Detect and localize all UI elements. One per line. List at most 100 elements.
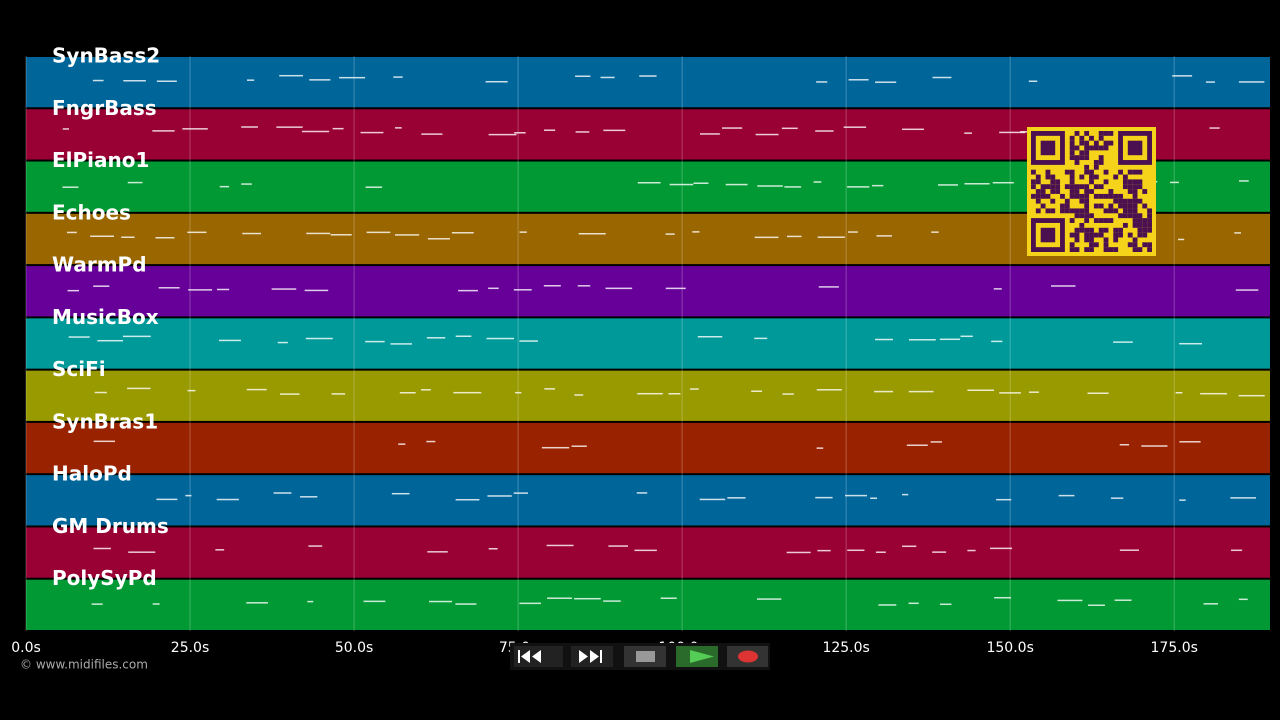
qr-cell <box>1147 208 1152 214</box>
note-decoration <box>276 126 303 128</box>
note-decoration <box>876 235 892 237</box>
qr-cell <box>1108 203 1114 209</box>
qr-cell <box>1098 135 1104 141</box>
qr-cell <box>1064 208 1070 214</box>
qr-cell <box>1108 140 1114 146</box>
track-row <box>26 370 1270 421</box>
note-decoration <box>427 238 450 240</box>
note-decoration <box>68 336 90 338</box>
qr-cell <box>1103 247 1109 252</box>
note-decoration <box>784 186 802 188</box>
qr-cell <box>1074 193 1080 199</box>
qr-cell <box>1074 208 1080 214</box>
note-decoration <box>815 496 833 499</box>
qr-cell <box>1127 179 1133 185</box>
note-decoration <box>309 79 331 81</box>
note-decoration <box>665 233 675 235</box>
note-decoration <box>307 600 314 603</box>
note-decoration <box>1058 494 1075 497</box>
note-decoration <box>519 340 538 342</box>
record-button[interactable] <box>727 646 768 667</box>
qr-cell <box>1084 213 1090 219</box>
note-decoration <box>818 286 839 288</box>
note-decoration <box>692 231 700 233</box>
qr-cell <box>1127 184 1133 190</box>
qr-cell <box>1084 164 1090 170</box>
note-decoration <box>816 81 828 83</box>
qr-cell <box>1103 237 1109 243</box>
note-decoration <box>939 338 961 341</box>
qr-cell <box>1074 155 1080 161</box>
note-decoration <box>330 234 352 236</box>
qr-cell <box>1089 237 1094 243</box>
note-decoration <box>699 133 720 135</box>
qr-cell <box>1084 247 1090 252</box>
note-decoration <box>427 551 448 553</box>
note-decoration <box>964 132 972 134</box>
track-label: Echoes <box>52 200 131 224</box>
record-icon <box>738 650 758 663</box>
qr-cell <box>1069 247 1075 252</box>
qr-cell <box>1113 193 1119 199</box>
qr-cell <box>1069 193 1075 199</box>
play-button[interactable] <box>676 646 718 667</box>
note-decoration <box>600 76 615 79</box>
note-decoration <box>574 597 601 600</box>
qr-cell <box>1122 222 1128 228</box>
note-decoration <box>816 389 842 391</box>
qr-cell <box>1093 218 1099 223</box>
note-decoration <box>1119 549 1139 551</box>
stop-button[interactable] <box>624 646 666 667</box>
note-decoration <box>693 182 709 184</box>
qr-cell <box>1142 203 1148 209</box>
note-decoration <box>990 547 1013 550</box>
qr-cell <box>1079 213 1085 219</box>
qr-cell <box>1084 193 1090 199</box>
qr-cell <box>1118 169 1123 175</box>
track-label: HaloPd <box>52 462 132 486</box>
track-label: GM Drums <box>52 514 169 538</box>
qr-cell <box>1084 155 1090 161</box>
track-label: SciFi <box>52 357 106 381</box>
note-decoration <box>902 493 909 496</box>
note-decoration <box>725 183 748 186</box>
qr-cell <box>1132 222 1138 228</box>
note-decoration <box>127 387 151 390</box>
note-decoration <box>519 602 541 605</box>
note-decoration <box>365 340 385 343</box>
note-decoration <box>637 181 661 184</box>
note-decoration <box>669 183 694 186</box>
qr-cell <box>1089 232 1094 238</box>
note-decoration <box>993 288 1002 290</box>
note-decoration <box>634 549 657 552</box>
note-decoration <box>300 496 318 498</box>
note-decoration <box>994 596 1012 599</box>
note-decoration <box>574 394 584 396</box>
note-decoration <box>902 128 924 131</box>
note-decoration <box>1235 289 1259 291</box>
note-decoration <box>1179 342 1203 345</box>
forward-button[interactable] <box>571 646 613 667</box>
note-decoration <box>277 341 288 344</box>
note-decoration <box>1205 81 1215 83</box>
note-decoration <box>605 287 633 290</box>
qr-cell <box>1137 179 1143 185</box>
qr-code <box>1027 127 1156 256</box>
qr-cell <box>1064 198 1070 204</box>
note-decoration <box>1203 603 1219 605</box>
note-decoration <box>932 551 947 553</box>
note-decoration <box>847 186 870 188</box>
qr-cell <box>1074 160 1080 165</box>
qr-cell <box>1084 208 1090 214</box>
qr-cell <box>1045 174 1051 180</box>
qr-cell <box>1079 198 1085 204</box>
qr-cell <box>1079 174 1085 180</box>
qr-finder <box>1040 227 1056 243</box>
note-decoration <box>94 391 107 394</box>
rewind-button[interactable] <box>514 646 563 667</box>
track-row <box>26 579 1270 630</box>
qr-cell <box>1050 174 1056 180</box>
qr-cell <box>1118 193 1123 199</box>
qr-cell <box>1089 227 1094 233</box>
note-decoration <box>577 285 591 287</box>
